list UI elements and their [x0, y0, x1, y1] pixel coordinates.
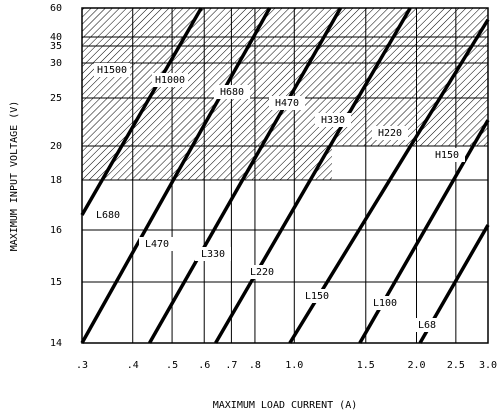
- label-bg: [152, 73, 188, 87]
- label-bg: [372, 126, 408, 140]
- y-tick-label: 18: [50, 175, 62, 186]
- x-tick-label: 1.5: [357, 360, 375, 371]
- boundary-line: [80, 7, 272, 344]
- y-tick-label: 25: [50, 93, 62, 104]
- x-tick-label: .7: [225, 360, 237, 371]
- region-label: L100: [373, 298, 397, 309]
- y-axis-title: MAXIMUM INPUT VOLTAGE (V): [9, 101, 20, 252]
- region-label: L330: [201, 249, 225, 260]
- y-tick-label: 16: [50, 225, 62, 236]
- boundary-line: [214, 7, 412, 344]
- region-label: L220: [250, 267, 274, 278]
- x-tick-label: 2.5: [447, 360, 465, 371]
- region-label: H1500: [97, 65, 127, 76]
- x-tick-label: .3: [76, 360, 88, 371]
- label-bg: [244, 265, 280, 279]
- label-bg: [429, 148, 465, 162]
- y-tick-label: 30: [50, 58, 62, 69]
- x-tick-label: .5: [166, 360, 178, 371]
- x-tick-label: 2.0: [407, 360, 425, 371]
- label-bg: [269, 96, 305, 110]
- x-tick-label: .4: [127, 360, 139, 371]
- y-tick-label: 15: [50, 277, 62, 288]
- x-axis-title: MAXIMUM LOAD CURRENT (A): [213, 400, 358, 411]
- region-label: H1000: [155, 75, 185, 86]
- label-bg: [299, 289, 335, 303]
- region-label: L150: [305, 291, 329, 302]
- label-bg: [315, 113, 351, 127]
- region-label: L680: [96, 210, 120, 221]
- y-tick-label: 35: [50, 41, 62, 52]
- plot-frame: [81, 7, 489, 344]
- boundary-line: [148, 7, 343, 344]
- label-bg: [139, 237, 175, 251]
- x-tick-label: .8: [249, 360, 261, 371]
- y-tick-label: 60: [50, 3, 62, 14]
- y-tick-label: 20: [50, 141, 62, 152]
- region-label: H680: [220, 87, 244, 98]
- label-bg: [214, 85, 250, 99]
- region-label: L470: [145, 239, 169, 250]
- y-tick-label: 40: [50, 32, 62, 43]
- region-label: H470: [275, 98, 299, 109]
- x-tick-label: 1.0: [285, 360, 303, 371]
- x-tick-label: 3.0: [479, 360, 497, 371]
- label-bg: [195, 247, 231, 261]
- label-bg: [409, 318, 445, 332]
- hatched-region: [82, 8, 488, 146]
- label-bg: [367, 296, 403, 310]
- region-label: H330: [321, 115, 345, 126]
- label-bg: [90, 208, 126, 222]
- x-tick-label: .6: [198, 360, 210, 371]
- region-label: H220: [378, 128, 402, 139]
- y-tick-label: 14: [50, 338, 62, 349]
- boundary-line: [80, 7, 203, 216]
- region-label: L68: [418, 320, 436, 331]
- region-label: H150: [435, 150, 459, 161]
- label-bg: [94, 63, 130, 77]
- hatched-region: [82, 146, 332, 180]
